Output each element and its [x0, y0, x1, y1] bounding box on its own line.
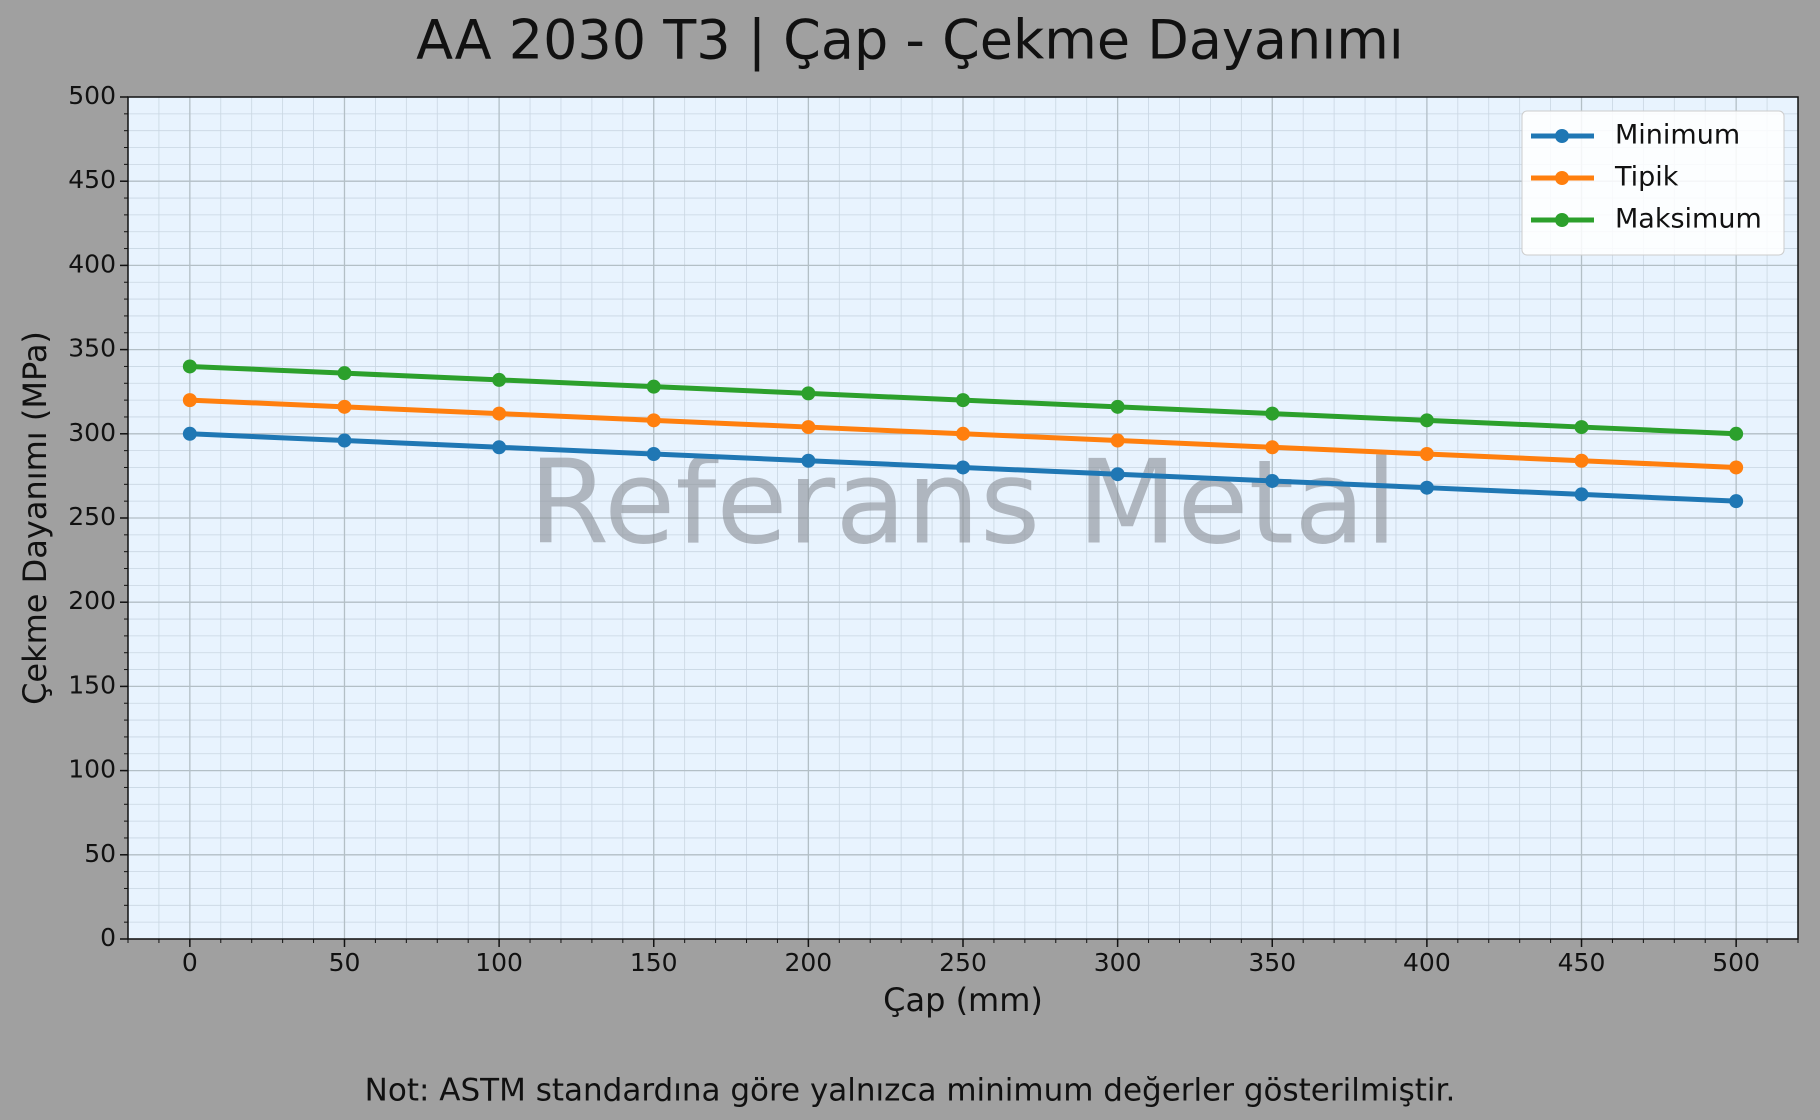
- data-point: [492, 406, 507, 421]
- data-point: [1265, 406, 1280, 421]
- data-point: [1574, 453, 1589, 468]
- x-axis-label: Çap (mm): [883, 981, 1043, 1019]
- x-tick-label: 500: [1712, 948, 1760, 977]
- y-tick-label: 350: [68, 334, 116, 363]
- watermark: Referans Metal: [529, 436, 1398, 571]
- y-tick-label: 400: [68, 249, 116, 278]
- y-tick-label: 100: [68, 755, 116, 784]
- data-point: [1265, 473, 1280, 488]
- data-point: [1729, 426, 1744, 441]
- data-point: [1265, 440, 1280, 455]
- data-point: [1419, 480, 1434, 495]
- data-point: [182, 359, 197, 374]
- data-point: [1729, 494, 1744, 509]
- legend: Minimum Tipik Maksimum: [1521, 110, 1785, 256]
- data-point: [956, 393, 970, 408]
- data-point: [1419, 447, 1434, 462]
- data-point: [1110, 433, 1125, 448]
- y-tick-label: 450: [68, 165, 116, 194]
- data-point: [182, 393, 197, 408]
- data-point: [801, 386, 816, 401]
- legend-marker: [1555, 213, 1569, 227]
- legend-label: Minimum: [1615, 120, 1740, 151]
- y-axis-label: Çekme Dayanımı (MPa): [16, 331, 54, 705]
- y-tick-label: 500: [68, 81, 116, 110]
- y-tick-label: 300: [68, 418, 116, 447]
- chart-title: AA 2030 T3 | Çap - Çekme Dayanımı: [416, 9, 1404, 72]
- footnote: Not: ASTM standardına göre yalnızca mini…: [365, 1073, 1456, 1109]
- x-tick-label: 150: [630, 948, 678, 977]
- data-point: [1574, 487, 1589, 502]
- legend-marker: [1555, 129, 1569, 143]
- data-point: [801, 420, 816, 435]
- data-point: [801, 453, 816, 468]
- x-tick-label: 400: [1403, 948, 1451, 977]
- data-point: [646, 413, 661, 428]
- legend-label: Maksimum: [1615, 204, 1762, 235]
- x-tick-label: 100: [475, 948, 523, 977]
- x-tick-label: 250: [939, 948, 987, 977]
- ticks: 0 50 100 150 200 250 300 350 400 450 500 0 50 100 150 2…: [68, 81, 1799, 977]
- x-tick-label: 350: [1248, 948, 1296, 977]
- data-point: [956, 460, 970, 475]
- data-point: [646, 447, 661, 462]
- data-point: [1419, 413, 1434, 428]
- data-point: [182, 426, 197, 441]
- data-point: [1574, 420, 1589, 435]
- x-tick-label: 200: [785, 948, 833, 977]
- plot-frame: [127, 96, 1799, 940]
- y-tick-label: 200: [68, 586, 116, 615]
- x-tick-label: 50: [329, 948, 361, 977]
- data-point: [337, 366, 352, 381]
- y-tick-label: 50: [84, 839, 116, 868]
- data-point: [1110, 399, 1125, 414]
- data-point: [337, 433, 352, 448]
- y-tick-label: 250: [68, 502, 116, 531]
- y-tick-label: 0: [100, 923, 116, 952]
- data-point: [492, 440, 507, 455]
- y-tick-label: 150: [68, 670, 116, 699]
- x-tick-label: 450: [1558, 948, 1606, 977]
- data-point: [492, 372, 507, 387]
- lines: [182, 359, 1744, 509]
- legend-label: Tipik: [1614, 162, 1679, 193]
- legend-marker: [1555, 171, 1569, 185]
- x-tick-label: 300: [1094, 948, 1142, 977]
- data-point: [956, 426, 970, 441]
- data-point: [646, 379, 661, 394]
- data-point: [1729, 460, 1744, 475]
- data-point: [337, 399, 352, 414]
- x-tick-label: 0: [182, 948, 198, 977]
- data-point: [1110, 467, 1125, 482]
